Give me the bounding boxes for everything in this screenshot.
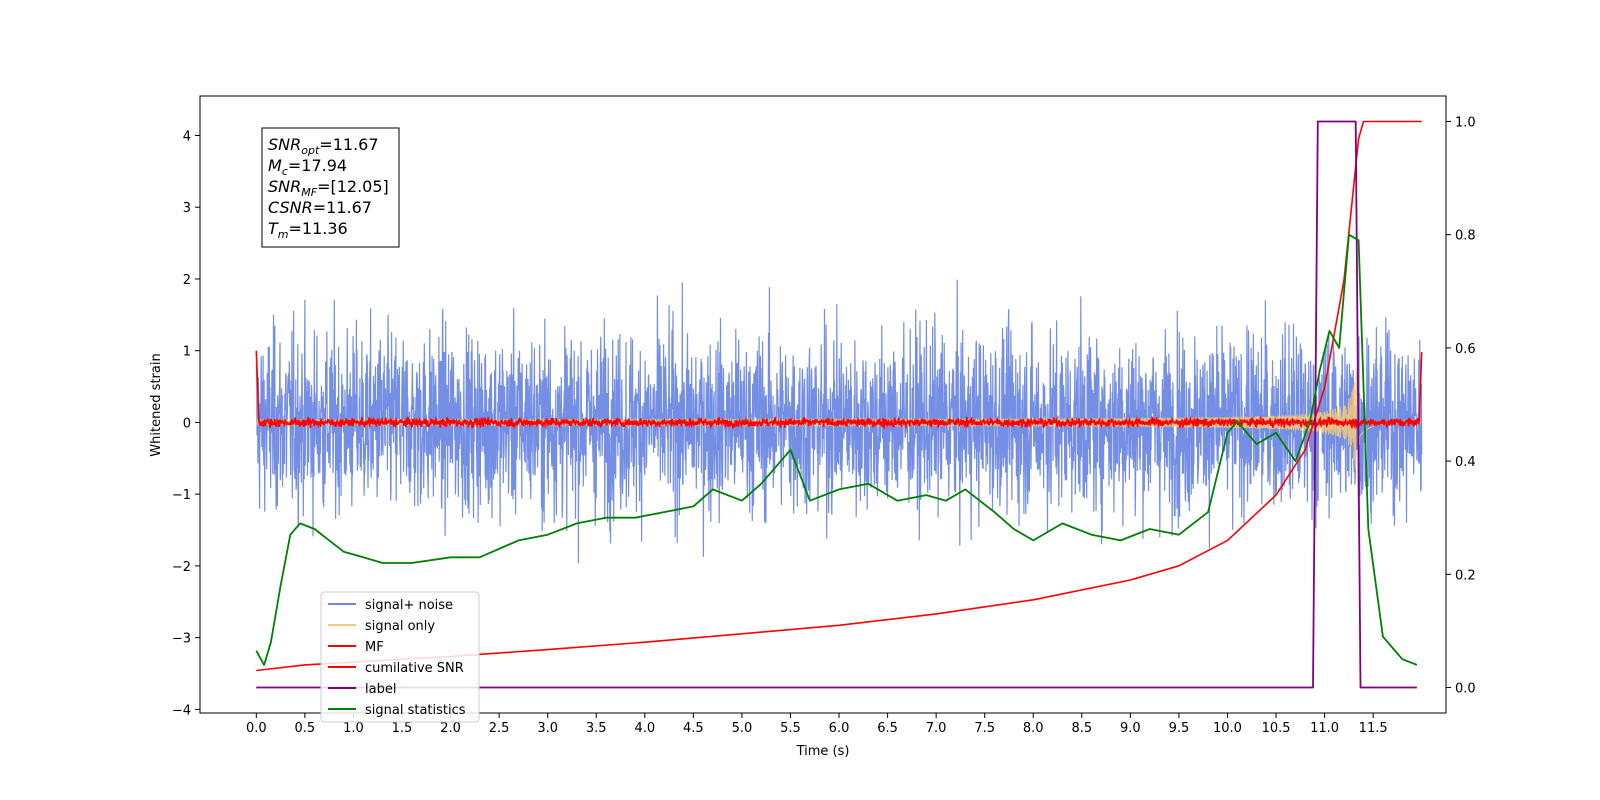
info-subscript: m bbox=[278, 228, 289, 241]
info-value: =11.67 bbox=[319, 135, 378, 154]
info-subscript: c bbox=[282, 165, 288, 178]
series-layer bbox=[255, 120, 1423, 689]
x-tick-label: 5.0 bbox=[732, 721, 753, 736]
legend-label: signal only bbox=[365, 619, 435, 634]
y2-tick-label: 0.8 bbox=[1455, 229, 1476, 244]
y-axis-right: 1.0 0.8 0.6 0.4 0.2 0.0 bbox=[1446, 115, 1476, 697]
x-tick-label: 3.0 bbox=[537, 721, 558, 736]
x-tick-label: 4.5 bbox=[683, 721, 704, 736]
info-symbol: M bbox=[268, 156, 282, 175]
series-label bbox=[256, 120, 1417, 689]
y-tick-label: −2 bbox=[172, 560, 191, 575]
y-tick-label: 2 bbox=[183, 273, 191, 288]
info-value: =11.36 bbox=[289, 219, 348, 238]
x-tick-label: 3.5 bbox=[586, 721, 607, 736]
x-tick-label: 1.0 bbox=[343, 721, 364, 736]
y-tick-label: −3 bbox=[172, 632, 191, 647]
y2-tick-label: 0.4 bbox=[1455, 455, 1476, 470]
y-axis-label: Whitened strain bbox=[149, 353, 164, 456]
info-line: Mc=17.94 bbox=[268, 156, 347, 178]
y2-tick-label: 0.2 bbox=[1455, 568, 1476, 583]
y-tick-label: 0 bbox=[183, 416, 191, 431]
x-tick-label: 11.0 bbox=[1310, 721, 1339, 736]
x-tick-label: 8.5 bbox=[1071, 721, 1092, 736]
legend-label: signal statistics bbox=[365, 703, 466, 718]
info-box: SNRopt=11.67Mc=17.94SNRMF=[12.05]CSNR=11… bbox=[261, 127, 400, 248]
x-tick-label: 0.5 bbox=[295, 721, 316, 736]
y-axis-left: 4 3 2 1 0 −1 −2 −3 −4 bbox=[172, 129, 200, 718]
x-tick-label: 5.5 bbox=[780, 721, 801, 736]
legend-label: cumilative SNR bbox=[365, 661, 464, 676]
y2-tick-label: 1.0 bbox=[1455, 115, 1476, 130]
info-value: =11.67 bbox=[313, 198, 372, 217]
info-line: Tm=11.36 bbox=[268, 219, 348, 241]
info-box-frame bbox=[261, 127, 400, 248]
x-tick-label: 2.0 bbox=[440, 721, 461, 736]
info-symbol: CSNR bbox=[268, 198, 313, 217]
series-mf bbox=[255, 350, 1423, 430]
x-tick-label: 9.5 bbox=[1169, 721, 1190, 736]
y-tick-label: −4 bbox=[172, 703, 191, 718]
y2-tick-label: 0.0 bbox=[1455, 682, 1476, 697]
legend-label: signal+ noise bbox=[365, 598, 453, 613]
x-tick-label: 11.5 bbox=[1359, 721, 1388, 736]
legend: signal+ noise signal only MF cumilative SNR… bbox=[320, 591, 480, 723]
x-tick-label: 10.0 bbox=[1213, 721, 1242, 736]
info-symbol: SNR bbox=[268, 177, 301, 196]
x-tick-label: 2.5 bbox=[489, 721, 510, 736]
y-tick-label: −1 bbox=[172, 488, 191, 503]
legend-frame bbox=[320, 591, 480, 723]
plot-frame bbox=[199, 95, 1447, 714]
info-subscript: opt bbox=[301, 144, 320, 157]
x-tick-label: 0.0 bbox=[246, 721, 267, 736]
x-axis-label: Time (s) bbox=[796, 744, 850, 759]
series-signal-statistics bbox=[255, 233, 1418, 666]
series-cumulative-snr bbox=[256, 120, 1422, 672]
x-axis: 0.0 0.5 1.0 1.5 2.0 2.5 3.0 3.5 4.0 4.5 5.0 5.5 6.0 6… bbox=[246, 713, 1388, 736]
x-tick-label: 7.5 bbox=[974, 721, 995, 736]
info-line: CSNR=11.67 bbox=[268, 198, 372, 217]
x-tick-label: 6.0 bbox=[829, 721, 850, 736]
x-tick-label: 9.0 bbox=[1120, 721, 1141, 736]
info-symbol: T bbox=[268, 219, 279, 238]
x-tick-label: 8.0 bbox=[1023, 721, 1044, 736]
x-tick-label: 1.5 bbox=[392, 721, 413, 736]
legend-label: label bbox=[365, 682, 396, 697]
x-tick-label: 6.5 bbox=[877, 721, 898, 736]
info-symbol: SNR bbox=[268, 135, 301, 154]
series-signal-noise bbox=[255, 279, 1423, 564]
info-value: =17.94 bbox=[288, 156, 347, 175]
x-tick-label: 7.0 bbox=[926, 721, 947, 736]
x-tick-label: 10.5 bbox=[1262, 721, 1291, 736]
info-line: SNRopt=11.67 bbox=[268, 135, 379, 157]
info-subscript: MF bbox=[301, 186, 317, 199]
info-line: SNRMF=[12.05] bbox=[268, 177, 389, 199]
y-tick-label: 1 bbox=[183, 345, 191, 360]
y-tick-label: 3 bbox=[183, 201, 191, 216]
y-tick-label: 4 bbox=[183, 129, 191, 144]
legend-label: MF bbox=[365, 640, 384, 655]
x-tick-label: 4.0 bbox=[634, 721, 655, 736]
info-value: =[12.05] bbox=[317, 177, 389, 196]
y2-tick-label: 0.6 bbox=[1455, 342, 1476, 357]
